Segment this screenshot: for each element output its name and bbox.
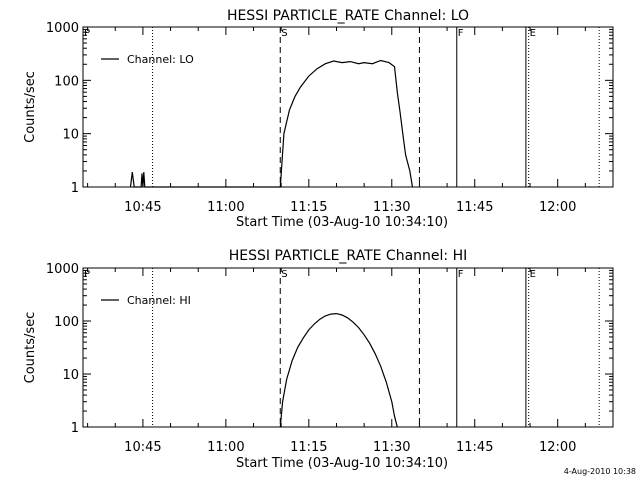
x-tick-label: 12:00 xyxy=(539,440,576,455)
event-marker-label: E xyxy=(530,28,536,39)
event-marker-label: E xyxy=(530,269,536,280)
x-tick-label: 11:15 xyxy=(290,440,327,455)
x-tick-label: 10:45 xyxy=(124,200,161,215)
y-tick-label: 100 xyxy=(54,74,79,89)
chart-title: HESSI PARTICLE_RATE Channel: HI xyxy=(229,248,467,264)
plot-frame xyxy=(82,267,614,428)
chart-title: HESSI PARTICLE_RATE Channel: LO xyxy=(227,8,469,24)
x-tick-label: 11:30 xyxy=(373,440,410,455)
y-tick-label: 1000 xyxy=(46,262,79,277)
y-tick-label: 1 xyxy=(71,421,79,436)
data-series-line xyxy=(279,312,398,428)
y-tick-label: 100 xyxy=(54,315,79,330)
y-tick-label: 1000 xyxy=(46,21,79,36)
event-marker-label: S xyxy=(281,28,287,39)
chart-panel-2: HESSI PARTICLE_RATE Channel: HI 1 10 100 100… xyxy=(23,248,614,471)
x-tick-label: 11:00 xyxy=(207,200,244,215)
event-marker-label: F xyxy=(458,269,464,280)
y-tick-label: 10 xyxy=(62,368,79,383)
x-tick-label: 11:45 xyxy=(456,200,493,215)
y-axis-label: Counts/sec xyxy=(23,71,38,143)
event-marker-label: S xyxy=(281,269,287,280)
x-axis-label: Start Time (03-Aug-10 10:34:10) xyxy=(236,456,448,471)
y-tick-label: 10 xyxy=(62,128,79,143)
x-tick-label: 11:45 xyxy=(456,440,493,455)
plot-timestamp: 4-Aug-2010 10:38 xyxy=(563,467,636,476)
x-axis-label: Start Time (03-Aug-10 10:34:10) xyxy=(236,215,448,230)
x-tick-label: 12:00 xyxy=(539,200,576,215)
x-tick-label: 11:30 xyxy=(373,200,410,215)
x-tick-label: 11:15 xyxy=(290,200,327,215)
event-marker-label: P xyxy=(84,28,90,39)
chart-panel-1: HESSI PARTICLE_RATE Channel: LO 1 10 100 100… xyxy=(23,8,614,230)
y-axis-label: Counts/sec xyxy=(23,312,38,384)
legend-label: Channel: HI xyxy=(127,294,191,307)
plot-frame xyxy=(82,26,614,188)
y-tick-label: 1 xyxy=(71,181,79,196)
data-series-line xyxy=(129,59,414,188)
x-tick-label: 11:00 xyxy=(207,440,244,455)
event-marker-label: P xyxy=(84,269,90,280)
legend-label: Channel: LO xyxy=(127,53,194,66)
x-tick-label: 10:45 xyxy=(124,440,161,455)
event-marker-label: F xyxy=(458,28,464,39)
